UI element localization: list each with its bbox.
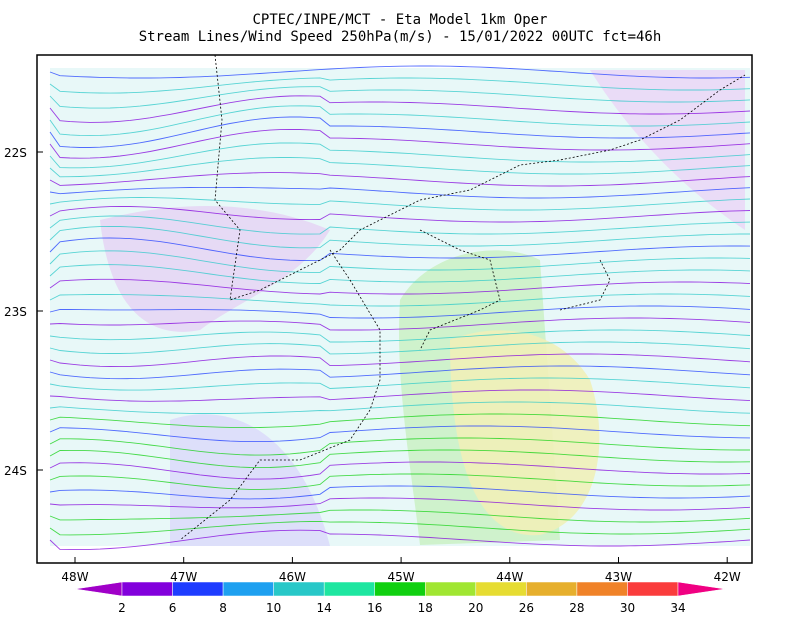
streamline (49, 520, 751, 536)
streamline (49, 529, 751, 551)
colorbar-label: 2 (118, 601, 126, 615)
colorbar-segment (576, 581, 628, 597)
colorbar-segment (627, 581, 679, 597)
colorbar-label: 30 (620, 601, 635, 615)
lon-label: 42W (714, 570, 741, 584)
colorbar-label: 20 (468, 601, 483, 615)
streamline (49, 305, 751, 319)
lon-label: 47W (170, 570, 197, 584)
lon-label: 43W (605, 570, 632, 584)
streamline (49, 329, 751, 343)
streamline (49, 225, 750, 249)
lon-label: 45W (388, 570, 415, 584)
streamline (49, 172, 751, 187)
streamline (49, 509, 751, 523)
lat-label: 24S (4, 464, 27, 478)
streamline (49, 128, 751, 159)
lat-label: 22S (4, 146, 27, 160)
title: CPTEC/INPE/MCT - Eta Model 1km Oper (252, 12, 547, 28)
colorbar-label: 18 (418, 601, 433, 615)
colorbar-label: 34 (670, 601, 685, 615)
lat-label: 23S (4, 305, 27, 319)
streamline (49, 413, 751, 429)
colorbar-segment (526, 581, 578, 597)
streamline (49, 77, 751, 94)
yellow-zone (450, 330, 600, 536)
streamline (49, 116, 751, 148)
streamline (49, 425, 751, 443)
streamline (49, 206, 751, 223)
lon-label: 44W (496, 570, 523, 584)
streamline (49, 449, 751, 469)
streamline (49, 95, 751, 123)
streamline (49, 437, 750, 456)
streamline (49, 341, 751, 355)
wind-field (49, 55, 751, 551)
colorbar-end (74, 581, 123, 597)
colorbar-end (677, 581, 726, 597)
colorbar-segment (374, 581, 426, 597)
colorbar-segment (475, 581, 527, 597)
streamline (49, 365, 751, 380)
colorbar-label: 14 (317, 601, 332, 615)
streamline (49, 461, 751, 480)
streamline (49, 250, 751, 273)
colorbar-label: 16 (367, 601, 382, 615)
colorbar-segment (273, 581, 325, 597)
streamline (49, 377, 751, 391)
colorbar-label: 10 (266, 601, 281, 615)
colorbar-segment (425, 581, 477, 597)
streamline (49, 157, 751, 178)
streamline (49, 237, 751, 262)
streamline (49, 105, 751, 137)
streamline (49, 473, 751, 490)
subtitle: Stream Lines/Wind Speed 250hPa(m/s) - 15… (139, 29, 662, 45)
colorbar-label: 8 (219, 601, 227, 615)
streamline (49, 389, 751, 402)
streamline (49, 197, 751, 211)
lon-label: 46W (279, 570, 306, 584)
colorbar-label: 26 (519, 601, 534, 615)
streamline (49, 186, 751, 199)
streamline (49, 317, 751, 331)
colorbar: 2 6 8 10 14 16 18 20 26 28 30 34 (74, 581, 726, 615)
streamline (49, 278, 751, 295)
colorbar-segment (222, 581, 274, 597)
streamline (49, 497, 751, 511)
streamline (49, 86, 751, 109)
streamline (49, 264, 751, 284)
blue-zone (170, 414, 330, 546)
streamline (49, 215, 751, 235)
streamline (49, 293, 751, 307)
colorbar-label: 6 (169, 601, 177, 615)
streamline (49, 485, 751, 500)
streamline (49, 401, 751, 414)
streamline (49, 65, 751, 79)
streamlines (49, 65, 751, 551)
map-frame (36, 54, 753, 564)
axes: 48W 47W 46W 45W 44W 43W 42W 22S 23S 24S (4, 146, 741, 584)
colorbar-label: 28 (569, 601, 584, 615)
purple-zone (100, 206, 330, 332)
colorbar-segment (323, 581, 375, 597)
streamline (49, 353, 751, 368)
colorbar-segment (172, 581, 224, 597)
lon-label: 48W (61, 570, 88, 584)
streamline (49, 142, 751, 169)
colorbar-segment (121, 581, 173, 597)
